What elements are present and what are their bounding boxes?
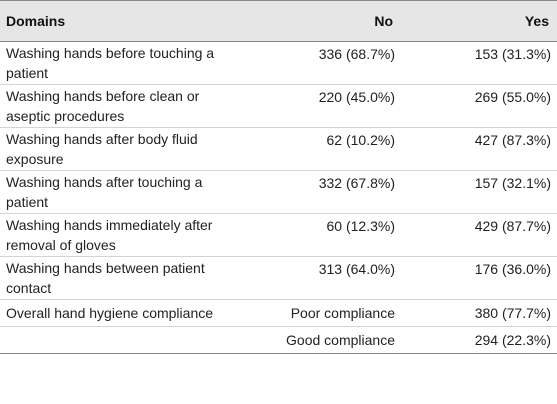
no-cell: 336 (68.7%): [318, 46, 395, 62]
no-cell: 62 (10.2%): [326, 132, 395, 148]
table-row: Washing hands after body fluid exposure …: [0, 128, 557, 171]
table-row: Overall hand hygiene compliance Poor com…: [0, 300, 557, 327]
no-cell: 60 (12.3%): [326, 218, 395, 234]
no-cell: Good compliance: [286, 332, 395, 348]
yes-cell: 427 (87.3%): [474, 132, 551, 148]
no-cell: Poor compliance: [290, 305, 395, 321]
table-header: Domains No Yes: [0, 0, 557, 42]
no-cell: 313 (64.0%): [318, 261, 395, 277]
table-row: Good compliance 294 (22.3%): [0, 327, 557, 354]
yes-cell: 294 (22.3%): [474, 332, 551, 348]
yes-cell: 153 (31.3%): [474, 46, 551, 62]
domain-cell: Washing hands before clean or aseptic pr…: [6, 88, 200, 124]
yes-cell: 269 (55.0%): [474, 89, 551, 105]
header-yes: Yes: [524, 13, 549, 29]
domain-cell: Washing hands between patient contact: [6, 260, 205, 296]
table-row: Washing hands before touching a patient …: [0, 42, 557, 85]
domain-cell: Washing hands after touching a patient: [6, 174, 203, 210]
table-row: Washing hands before clean or aseptic pr…: [0, 85, 557, 128]
no-cell: 220 (45.0%): [318, 89, 395, 105]
yes-cell: 429 (87.7%): [474, 218, 551, 234]
domain-cell: Overall hand hygiene compliance: [6, 305, 214, 321]
table-row: Washing hands between patient contact 31…: [0, 257, 557, 300]
no-cell: 332 (67.8%): [318, 175, 395, 191]
domain-cell: Washing hands before touching a patient: [6, 45, 215, 81]
domain-cell: Washing hands immediately after removal …: [6, 217, 213, 253]
domain-cell: Washing hands after body fluid exposure: [6, 131, 198, 167]
yes-cell: 176 (36.0%): [474, 261, 551, 277]
table-row: Washing hands immediately after removal …: [0, 214, 557, 257]
compliance-table: Domains No Yes Washing hands before touc…: [0, 0, 557, 354]
table-row: Washing hands after touching a patient 3…: [0, 171, 557, 214]
yes-cell: 157 (32.1%): [474, 175, 551, 191]
header-domains: Domains: [6, 13, 66, 29]
yes-cell: 380 (77.7%): [474, 305, 551, 321]
header-no: No: [374, 13, 393, 29]
